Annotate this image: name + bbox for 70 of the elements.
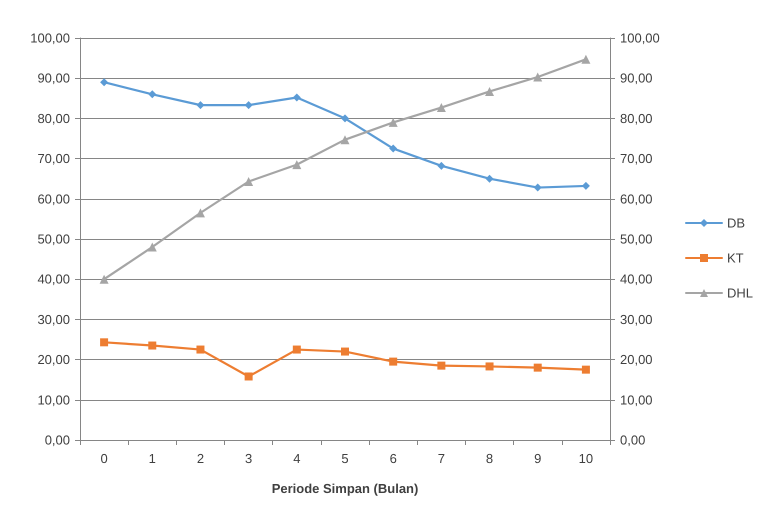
x-tick-label: 7	[438, 451, 445, 466]
point	[340, 135, 350, 144]
y-tick-label: 80,00	[37, 110, 70, 126]
point	[244, 101, 253, 110]
y2-tick-label: 30,00	[620, 312, 653, 327]
y-tick-label: 0,00	[44, 432, 70, 448]
point	[196, 101, 204, 110]
point	[100, 274, 109, 284]
y-tick-label: 50,00	[37, 232, 70, 246]
point	[341, 114, 349, 122]
point	[292, 93, 301, 102]
x-tick-label: 1	[148, 451, 156, 466]
y2-tick-label: 20,00	[620, 352, 653, 368]
point	[196, 346, 204, 354]
legend-label: DB	[726, 216, 746, 230]
point	[486, 174, 494, 183]
point	[582, 182, 590, 190]
x-tick-label: 0	[100, 451, 108, 466]
point	[389, 144, 398, 153]
y2-tick-label: 10,00	[620, 392, 653, 408]
point	[534, 364, 542, 372]
x-tick-label: 5	[341, 451, 349, 466]
point	[485, 86, 494, 96]
y-tick-label: 90,00	[37, 70, 70, 86]
y-tick-label: 40,00	[37, 272, 70, 287]
point	[244, 177, 254, 186]
point	[581, 54, 590, 64]
x-tick-label: 9	[534, 451, 542, 466]
point	[486, 362, 494, 370]
y-tick-label: 20,00	[37, 352, 70, 368]
point	[292, 160, 302, 170]
legend-label: DHL	[726, 286, 754, 300]
x-tick-label: 6	[390, 451, 397, 466]
y2-tick-label: 70,00	[620, 151, 653, 166]
y2-tick-label: 40,00	[620, 272, 653, 287]
y2-tick-label: 0,00	[620, 432, 646, 448]
x-tick-label: 3	[245, 451, 252, 466]
y2-tick-label: 60,00	[620, 191, 653, 206]
y2-tick-label: 100,00	[620, 30, 660, 46]
point	[196, 208, 205, 218]
point	[100, 338, 108, 346]
point	[436, 103, 446, 112]
point	[534, 184, 542, 192]
point	[533, 72, 542, 82]
point	[437, 162, 446, 170]
x-tick-label: 4	[293, 451, 300, 466]
x-tick-label: 2	[196, 451, 204, 466]
point	[292, 346, 301, 354]
x-axis-title: Periode Simpan (Bulan)	[272, 481, 418, 496]
point	[148, 90, 156, 98]
point	[437, 362, 446, 370]
y-tick-label: 100,00	[30, 30, 70, 46]
point	[244, 372, 253, 380]
point	[341, 348, 349, 356]
point	[389, 358, 398, 366]
y-tick-label: 70,00	[37, 151, 70, 166]
y2-tick-label: 90,00	[620, 70, 653, 86]
legend-label: KT	[726, 250, 744, 266]
point	[148, 342, 156, 350]
y2-tick-label: 80,00	[620, 110, 653, 126]
point	[100, 78, 108, 86]
point	[148, 242, 157, 252]
y-tick-label: 30,00	[37, 312, 70, 327]
point	[388, 118, 398, 127]
y2-tick-label: 50,00	[620, 232, 653, 246]
y-tick-label: 60,00	[37, 191, 70, 206]
x-tick-label: 8	[486, 451, 494, 466]
x-tick-label: 10	[578, 451, 594, 466]
y-tick-label: 10,00	[37, 392, 70, 408]
point	[582, 366, 590, 374]
